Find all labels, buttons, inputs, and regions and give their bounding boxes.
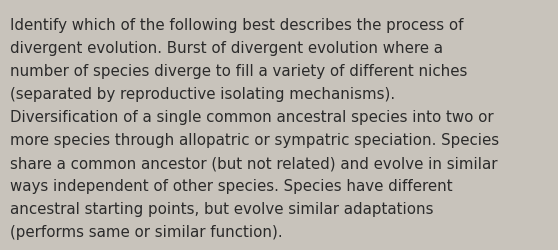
Text: number of species diverge to fill a variety of different niches: number of species diverge to fill a vari… [10, 64, 468, 78]
Text: ways independent of other species. Species have different: ways independent of other species. Speci… [10, 178, 453, 194]
Text: more species through allopatric or sympatric speciation. Species: more species through allopatric or sympa… [10, 132, 499, 148]
Text: Diversification of a single common ancestral species into two or: Diversification of a single common ances… [10, 110, 494, 124]
Text: (separated by reproductive isolating mechanisms).: (separated by reproductive isolating mec… [10, 86, 395, 102]
Text: (performs same or similar function).: (performs same or similar function). [10, 224, 283, 240]
Text: divergent evolution. Burst of divergent evolution where a: divergent evolution. Burst of divergent … [10, 40, 443, 56]
Text: share a common ancestor (but not related) and evolve in similar: share a common ancestor (but not related… [10, 156, 498, 170]
Text: Identify which of the following best describes the process of: Identify which of the following best des… [10, 18, 464, 32]
Text: ancestral starting points, but evolve similar adaptations: ancestral starting points, but evolve si… [10, 202, 434, 216]
